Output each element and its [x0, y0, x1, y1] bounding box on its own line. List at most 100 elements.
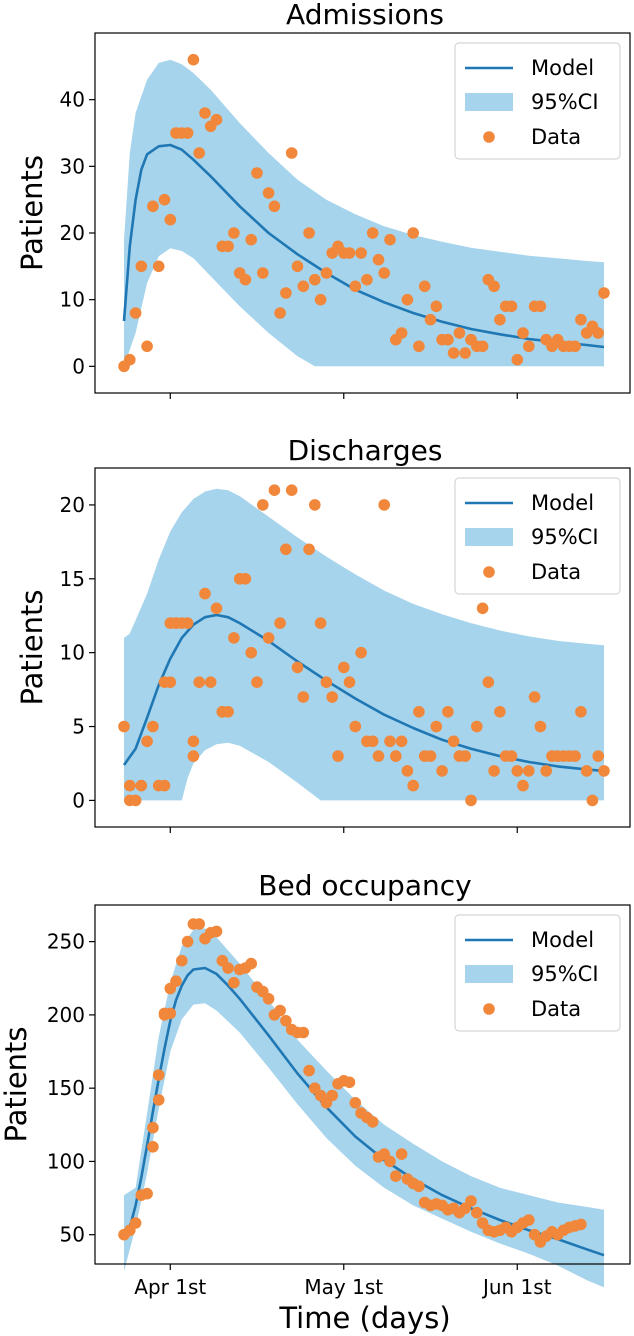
data-point	[141, 1187, 153, 1200]
data-point	[309, 499, 321, 511]
data-point	[320, 267, 333, 279]
data-point	[395, 327, 408, 339]
data-point	[332, 750, 344, 762]
data-point	[523, 1214, 535, 1226]
legend-box	[454, 42, 621, 160]
data-point	[366, 227, 379, 239]
data-point	[569, 750, 581, 762]
data-point	[424, 313, 437, 326]
data-point	[436, 765, 448, 777]
data-point	[384, 1155, 396, 1168]
data-point	[303, 227, 315, 239]
data-point	[395, 735, 408, 748]
data-point	[395, 1148, 408, 1160]
chart-title: Discharges	[288, 434, 443, 467]
data-point	[181, 127, 194, 139]
data-point	[459, 347, 472, 359]
data-point	[517, 779, 529, 792]
data-point	[534, 300, 547, 313]
data-point	[523, 765, 535, 777]
data-point	[505, 300, 518, 313]
data-point	[355, 646, 367, 659]
data-point	[471, 720, 483, 733]
data-point	[407, 227, 420, 239]
data-point	[390, 1170, 402, 1182]
data-point	[245, 957, 257, 970]
data-point	[592, 750, 604, 762]
ci-band	[124, 928, 604, 1288]
data-point	[575, 1218, 587, 1231]
data-point	[268, 200, 281, 213]
data-point	[222, 240, 234, 253]
legend-ci-swatch	[465, 965, 513, 983]
data-point	[413, 1180, 425, 1193]
data-point	[592, 327, 604, 339]
legend-box	[454, 477, 621, 595]
data-point	[152, 260, 165, 273]
data-point	[222, 962, 234, 974]
data-point	[268, 484, 281, 497]
data-point	[129, 307, 142, 319]
data-point	[135, 779, 148, 792]
data-point	[181, 935, 194, 948]
data-point	[158, 779, 171, 792]
legend-box	[454, 914, 621, 1032]
data-point	[447, 347, 460, 359]
data-point	[262, 187, 275, 199]
legend-data-swatch	[483, 566, 495, 578]
legend-data-swatch	[483, 131, 495, 143]
data-point	[251, 167, 263, 179]
data-point	[366, 1116, 379, 1128]
data-point	[453, 327, 466, 339]
y-tick-label: 15	[60, 567, 85, 591]
legend-data-label: Data	[531, 560, 581, 584]
plot-frame	[94, 32, 631, 394]
chart-panel-3: 50 100 150 200 250 Bed occupancy Patients Model…	[0, 869, 631, 1288]
data-point	[245, 646, 257, 659]
data-point	[262, 632, 275, 644]
y-tick-label: 20	[60, 221, 85, 245]
model-line	[122, 143, 605, 349]
legend-data-label: Data	[531, 997, 581, 1021]
data-point	[228, 976, 240, 989]
data-point	[124, 779, 136, 792]
chart-title: Bed occupancy	[258, 869, 471, 902]
plot-frame	[94, 904, 631, 1265]
data-point	[598, 765, 610, 777]
data-point	[222, 706, 234, 718]
data-point	[326, 1089, 339, 1102]
x-tick-label: Jun 1st	[481, 1275, 552, 1299]
data-point	[511, 765, 524, 777]
data-point	[418, 280, 431, 293]
data-point	[482, 676, 495, 688]
data-point	[372, 750, 385, 762]
data-point	[147, 1141, 159, 1153]
data-point	[164, 213, 177, 226]
data-point	[442, 706, 454, 718]
data-point	[152, 1094, 165, 1106]
data-point	[314, 617, 327, 629]
ci-band	[124, 59, 604, 367]
data-point	[586, 794, 599, 807]
chart-panel-1: 0 10 20 30 40 Admissions Patients Model 95%CI Dat…	[15, 0, 631, 399]
data-point	[471, 1206, 483, 1219]
data-point	[517, 327, 529, 339]
y-tick-label: 0	[72, 788, 85, 812]
data-point	[401, 293, 414, 306]
data-point	[390, 750, 402, 762]
data-point	[401, 765, 414, 777]
legend-ci-swatch	[465, 528, 513, 546]
data-point	[488, 280, 500, 293]
data-point	[384, 233, 396, 246]
legend-model-label: Model	[531, 491, 594, 515]
data-point	[164, 1007, 177, 1020]
data-point	[210, 602, 223, 615]
y-axis-label: Patients	[0, 1026, 33, 1142]
data-point	[430, 720, 443, 733]
data-point	[204, 676, 217, 688]
data-point	[297, 1026, 310, 1039]
data-point	[193, 676, 205, 688]
data-point	[598, 287, 610, 299]
data-point	[349, 720, 362, 733]
data-point	[413, 706, 425, 718]
